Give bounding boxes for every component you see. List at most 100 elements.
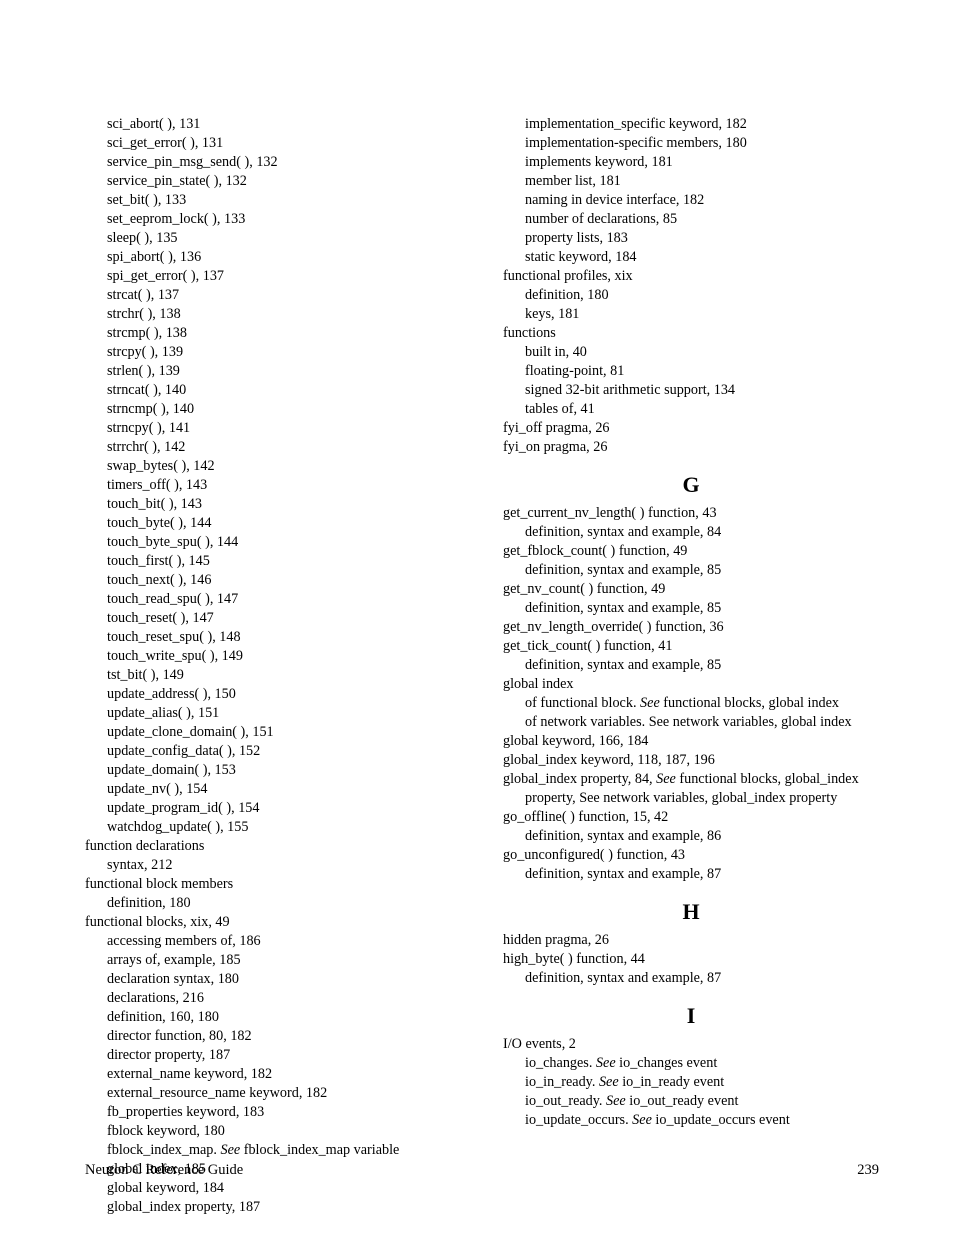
- index-entry: tst_bit( ), 149: [85, 666, 461, 685]
- index-entry: strcpy( ), 139: [85, 343, 461, 362]
- index-entry: definition, syntax and example, 84: [503, 523, 879, 542]
- index-entry: touch_next( ), 146: [85, 571, 461, 590]
- index-entry: sci_abort( ), 131: [85, 115, 461, 134]
- index-entry: set_eeprom_lock( ), 133: [85, 210, 461, 229]
- index-entry: get_current_nv_length( ) function, 43: [503, 504, 879, 523]
- index-entry: static keyword, 184: [503, 248, 879, 267]
- index-entry: update_domain( ), 153: [85, 761, 461, 780]
- index-entry: watchdog_update( ), 155: [85, 818, 461, 837]
- index-entry: spi_get_error( ), 137: [85, 267, 461, 286]
- footer-page-number: 239: [857, 1162, 879, 1179]
- index-entry: fyi_off pragma, 26: [503, 419, 879, 438]
- index-entry: declaration syntax, 180: [85, 970, 461, 989]
- index-section-head: I: [503, 1006, 879, 1025]
- index-section-head: G: [503, 475, 879, 494]
- index-entry: update_program_id( ), 154: [85, 799, 461, 818]
- index-entry: strncpy( ), 141: [85, 419, 461, 438]
- index-entry: update_alias( ), 151: [85, 704, 461, 723]
- index-column-right: implementation_specific keyword, 182impl…: [503, 115, 879, 1217]
- footer-title: Neuron C Reference Guide: [85, 1162, 243, 1179]
- index-entry: service_pin_state( ), 132: [85, 172, 461, 191]
- index-entry: set_bit( ), 133: [85, 191, 461, 210]
- index-entry: high_byte( ) function, 44: [503, 950, 879, 969]
- index-entry: spi_abort( ), 136: [85, 248, 461, 267]
- index-entry: tables of, 41: [503, 400, 879, 419]
- index-entry: function declarations: [85, 837, 461, 856]
- index-entry: of network variables. See network variab…: [503, 713, 879, 732]
- index-entry: io_update_occurs. See io_update_occurs e…: [503, 1111, 879, 1130]
- index-entry: director function, 80, 182: [85, 1027, 461, 1046]
- index-entry: fyi_on pragma, 26: [503, 438, 879, 457]
- index-entry: member list, 181: [503, 172, 879, 191]
- page: sci_abort( ), 131sci_get_error( ), 131se…: [0, 0, 954, 1235]
- index-section-head: H: [503, 902, 879, 921]
- index-entry: keys, 181: [503, 305, 879, 324]
- index-entry: strrchr( ), 142: [85, 438, 461, 457]
- index-entry: implements keyword, 181: [503, 153, 879, 172]
- index-entry: touch_read_spu( ), 147: [85, 590, 461, 609]
- index-columns: sci_abort( ), 131sci_get_error( ), 131se…: [85, 115, 879, 1217]
- index-entry: external_resource_name keyword, 182: [85, 1084, 461, 1103]
- index-entry: hidden pragma, 26: [503, 931, 879, 950]
- index-entry: go_offline( ) function, 15, 42: [503, 808, 879, 827]
- index-entry: definition, 180: [85, 894, 461, 913]
- index-entry: functional block members: [85, 875, 461, 894]
- index-entry: property lists, 183: [503, 229, 879, 248]
- index-entry: functional profiles, xix: [503, 267, 879, 286]
- index-entry: service_pin_msg_send( ), 132: [85, 153, 461, 172]
- index-entry: floating-point, 81: [503, 362, 879, 381]
- index-entry: strcat( ), 137: [85, 286, 461, 305]
- index-entry: definition, syntax and example, 86: [503, 827, 879, 846]
- index-entry: I/O events, 2: [503, 1035, 879, 1054]
- index-entry: declarations, 216: [85, 989, 461, 1008]
- index-entry: touch_reset_spu( ), 148: [85, 628, 461, 647]
- index-entry: number of declarations, 85: [503, 210, 879, 229]
- index-entry: implementation_specific keyword, 182: [503, 115, 879, 134]
- index-entry: touch_byte_spu( ), 144: [85, 533, 461, 552]
- index-entry: naming in device interface, 182: [503, 191, 879, 210]
- index-entry: io_in_ready. See io_in_ready event: [503, 1073, 879, 1092]
- index-entry: get_nv_length_override( ) function, 36: [503, 618, 879, 637]
- index-entry: strncmp( ), 140: [85, 400, 461, 419]
- index-entry: global index: [503, 675, 879, 694]
- index-entry: functional blocks, xix, 49: [85, 913, 461, 932]
- index-entry: go_unconfigured( ) function, 43: [503, 846, 879, 865]
- index-entry: io_out_ready. See io_out_ready event: [503, 1092, 879, 1111]
- index-entry: io_changes. See io_changes event: [503, 1054, 879, 1073]
- index-entry: get_tick_count( ) function, 41: [503, 637, 879, 656]
- index-entry: global_index keyword, 118, 187, 196: [503, 751, 879, 770]
- index-entry: definition, syntax and example, 87: [503, 969, 879, 988]
- index-entry: update_config_data( ), 152: [85, 742, 461, 761]
- index-entry: touch_byte( ), 144: [85, 514, 461, 533]
- index-entry: definition, syntax and example, 87: [503, 865, 879, 884]
- index-entry: signed 32-bit arithmetic support, 134: [503, 381, 879, 400]
- index-entry: global_index property, 84, See functiona…: [503, 770, 879, 808]
- index-entry: strchr( ), 138: [85, 305, 461, 324]
- page-footer: Neuron C Reference Guide 239: [85, 1162, 879, 1179]
- index-column-left: sci_abort( ), 131sci_get_error( ), 131se…: [85, 115, 461, 1217]
- index-entry: global keyword, 166, 184: [503, 732, 879, 751]
- index-entry: get_fblock_count( ) function, 49: [503, 542, 879, 561]
- index-entry: syntax, 212: [85, 856, 461, 875]
- index-entry: update_address( ), 150: [85, 685, 461, 704]
- index-entry: touch_bit( ), 143: [85, 495, 461, 514]
- index-entry: global keyword, 184: [85, 1179, 461, 1198]
- index-entry: touch_write_spu( ), 149: [85, 647, 461, 666]
- index-entry: fb_properties keyword, 183: [85, 1103, 461, 1122]
- index-entry: strcmp( ), 138: [85, 324, 461, 343]
- index-entry: functions: [503, 324, 879, 343]
- index-entry: update_nv( ), 154: [85, 780, 461, 799]
- index-entry: definition, syntax and example, 85: [503, 599, 879, 618]
- index-entry: definition, syntax and example, 85: [503, 561, 879, 580]
- index-entry: definition, syntax and example, 85: [503, 656, 879, 675]
- index-entry: fblock_index_map. See fblock_index_map v…: [85, 1141, 461, 1160]
- index-entry: sci_get_error( ), 131: [85, 134, 461, 153]
- index-entry: get_nv_count( ) function, 49: [503, 580, 879, 599]
- index-entry: implementation-specific members, 180: [503, 134, 879, 153]
- index-entry: swap_bytes( ), 142: [85, 457, 461, 476]
- index-entry: touch_first( ), 145: [85, 552, 461, 571]
- index-entry: sleep( ), 135: [85, 229, 461, 248]
- index-entry: timers_off( ), 143: [85, 476, 461, 495]
- index-entry: update_clone_domain( ), 151: [85, 723, 461, 742]
- index-entry: strncat( ), 140: [85, 381, 461, 400]
